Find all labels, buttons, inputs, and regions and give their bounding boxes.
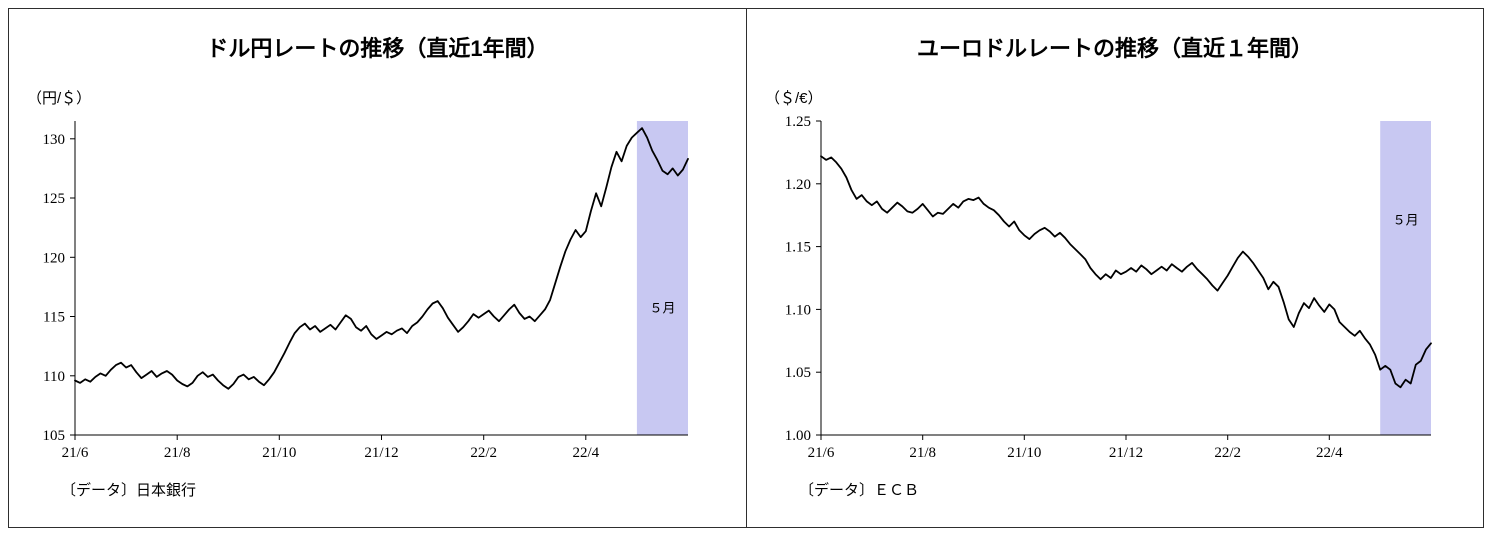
y-tick-label: 1.20 — [785, 177, 811, 193]
x-tick-label: 21/8 — [164, 445, 191, 461]
usdjpy-chart: ５月 105 110 115 120 125 130 21/6 21/8 21/10 21/12 22… — [43, 121, 689, 461]
y-tick-label: 1.15 — [785, 240, 811, 256]
y-tick-label: 1.00 — [785, 428, 811, 444]
eurusd-title: ユーロドルレートの推移（直近１年間） — [916, 36, 1313, 61]
y-tick-label: 125 — [43, 191, 66, 207]
may-highlight-band — [1380, 121, 1431, 435]
y-tick-label: 110 — [43, 369, 65, 385]
y-tick-label: 1.25 — [785, 114, 811, 130]
y-tick-label: 1.05 — [785, 365, 811, 381]
x-tick-label: 21/8 — [909, 445, 936, 461]
x-tick-label: 22/2 — [1214, 445, 1241, 461]
x-tick-label: 21/10 — [262, 445, 296, 461]
band-label: ５月 — [1393, 213, 1419, 228]
x-tick-label: 21/10 — [1007, 445, 1041, 461]
usdjpy-axis-unit-label: （円/＄） — [27, 90, 92, 107]
eurusd-chart: ５月 1.00 1.05 1.10 1.15 1.20 1.25 21/6 21/8 21/10 2… — [785, 114, 1432, 461]
x-tick-label: 22/4 — [1316, 445, 1343, 461]
usdjpy-title: ドル円レートの推移（直近1年間） — [206, 36, 549, 61]
y-tick-label: 105 — [43, 428, 66, 444]
y-tick-label: 115 — [43, 310, 65, 326]
y-tick-label: 120 — [43, 250, 66, 266]
may-highlight-band — [636, 121, 688, 435]
x-tick-label: 22/4 — [572, 445, 599, 461]
y-tick-label: 1.10 — [785, 302, 811, 318]
usdjpy-panel: ドル円レートの推移（直近1年間） （円/＄） ５月 105 110 115 120 125… — [9, 9, 747, 527]
price-line — [74, 127, 689, 390]
eurusd-axis-unit-label: （＄/€） — [765, 90, 823, 107]
x-tick-label: 21/6 — [62, 445, 89, 461]
x-tick-label: 21/12 — [1109, 445, 1143, 461]
x-tick-label: 21/12 — [364, 445, 398, 461]
eurusd-source-label: 〔データ〕ＥＣＢ — [799, 482, 920, 499]
usdjpy-source-label: 〔データ〕日本銀行 — [61, 482, 197, 499]
x-tick-label: 21/6 — [808, 445, 835, 461]
x-tick-label: 22/2 — [470, 445, 497, 461]
y-tick-label: 130 — [43, 132, 66, 148]
chart-frame: ドル円レートの推移（直近1年間） （円/＄） ５月 105 110 115 120 125… — [8, 8, 1484, 528]
band-label: ５月 — [649, 301, 675, 316]
price-line — [820, 155, 1432, 389]
eurusd-panel: ユーロドルレートの推移（直近１年間） （＄/€） ５月 1.00 1.05 1.10 1… — [747, 9, 1483, 527]
